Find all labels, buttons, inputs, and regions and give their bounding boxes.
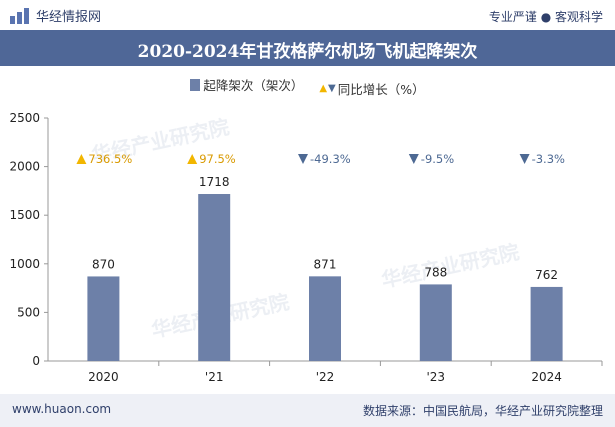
bar-value-label: 870 (92, 257, 115, 271)
triangle-up-icon: ▲ (319, 82, 328, 94)
chart-legend: 起降架次（架次） ▲ ▼ 同比增长（%） (0, 75, 615, 98)
growth-label: 736.5% (88, 152, 132, 166)
brand-logo[interactable]: 华经情报网 (10, 6, 101, 25)
footer: www.huaon.com 数据来源：中国民航局，华经产业研究院整理 (0, 394, 615, 427)
bar-value-label: 1718 (199, 175, 230, 189)
y-tick-label: 2000 (9, 160, 40, 174)
chart-title: 2020-2024年甘孜格萨尔机场飞机起降架次 (137, 42, 478, 62)
growth-up-triangle (76, 154, 87, 164)
logo-icon (10, 7, 30, 24)
bar (309, 276, 341, 361)
y-tick-label: 1500 (9, 208, 40, 222)
top-bar: 华经情报网 专业严谨 ● 客观科学 (0, 0, 615, 30)
brand-name: 华经情报网 (36, 10, 102, 25)
triangle-down-icon: ▼ (328, 82, 336, 94)
x-tick-label: '22 (316, 370, 335, 384)
y-tick-label: 500 (17, 305, 40, 319)
title-bar: 2020-2024年甘孜格萨尔机场飞机起降架次 (0, 30, 615, 66)
bar-chart: 0 500 1000 1500 2000 2500 870 2020 736.5% 1718 '21… (9, 111, 603, 384)
growth-down-triangle (298, 154, 308, 164)
y-tick-label: 0 (32, 354, 40, 368)
growth-down-triangle (408, 154, 419, 164)
x-tick-label: '21 (205, 370, 224, 384)
x-tick-label: 2024 (531, 370, 562, 384)
growth-down-triangle (519, 154, 530, 164)
bar-swatch-icon (190, 78, 201, 91)
growth-label: -49.3% (310, 152, 351, 166)
growth-label: 97.5% (199, 152, 236, 166)
legend-item-growth: ▲ ▼ 同比增长（%） (319, 79, 424, 98)
legend-label-bars: 起降架次（架次） (203, 78, 304, 93)
bar (198, 194, 231, 361)
growth-up-triangle (187, 154, 198, 164)
website-link[interactable]: www.huaon.com (12, 402, 112, 416)
growth-label: -3.3% (532, 152, 565, 166)
bar (87, 276, 120, 361)
legend-label-growth: 同比增长（%） (337, 81, 425, 97)
bar-value-label: 871 (314, 257, 337, 271)
y-tick-label: 1000 (9, 257, 40, 271)
bar-value-label: 788 (424, 265, 447, 279)
bar (530, 286, 563, 361)
y-tick-label: 2500 (9, 111, 40, 125)
data-source: 数据来源：中国民航局，华经产业研究院整理 (362, 404, 603, 418)
growth-label: -9.5% (421, 152, 454, 166)
x-tick-label: '23 (427, 370, 446, 384)
x-tick-label: 2020 (88, 370, 119, 384)
bar-value-label: 762 (535, 268, 558, 282)
bar (419, 284, 452, 361)
slogan: 专业严谨 ● 客观科学 (488, 10, 603, 24)
legend-item-bars: 起降架次（架次） (190, 75, 303, 94)
